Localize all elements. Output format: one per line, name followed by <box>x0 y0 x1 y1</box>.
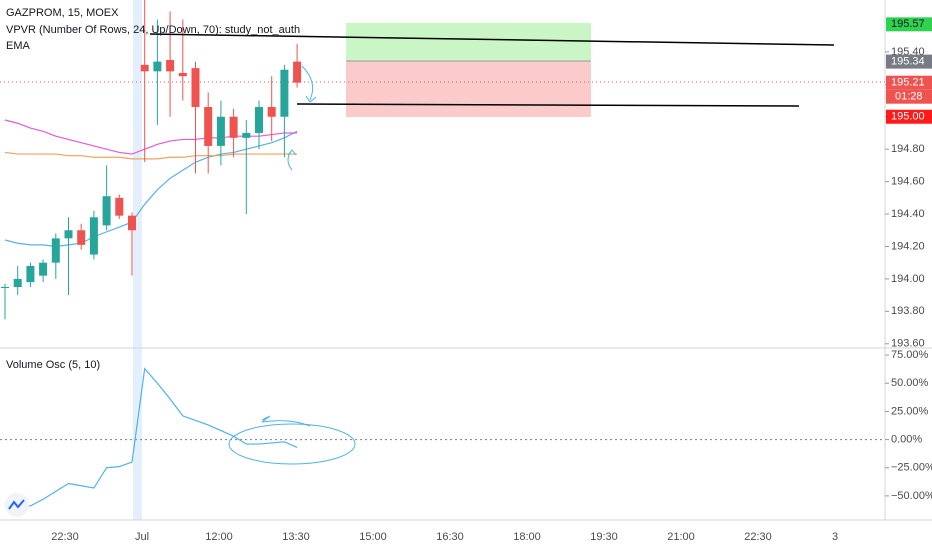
price-label-bg <box>886 109 932 124</box>
candle-body <box>191 68 200 108</box>
candle-body <box>39 262 48 276</box>
x-tick-label: 13:30 <box>282 531 310 543</box>
y-tick-label: 193.80 <box>891 305 925 317</box>
candle-body <box>128 215 136 231</box>
price-label: 195.21 <box>891 77 925 89</box>
price-label: 195.00 <box>891 111 925 123</box>
candle-body <box>13 278 22 288</box>
y-tick-label: 75.00% <box>891 349 929 361</box>
y-tick-label: 50.00% <box>891 377 929 389</box>
x-tick-label: Jul <box>135 531 149 543</box>
candle-body <box>51 238 60 263</box>
candle-body <box>140 64 149 72</box>
candle-body <box>293 61 302 83</box>
price-label-bg <box>886 75 932 90</box>
ema-line <box>4 130 298 248</box>
x-tick-label: 19:30 <box>590 531 618 543</box>
price-label: 195.34 <box>891 56 925 68</box>
candle-body <box>64 230 73 239</box>
logo-mark <box>8 499 25 510</box>
price-label-bg <box>886 17 932 32</box>
axes: 193.60 193.80 194.00 194.20 194.40 194.60 194.… <box>51 17 932 543</box>
stop-zone <box>346 61 591 117</box>
candle-body <box>267 107 276 117</box>
hand-arrow <box>261 415 311 427</box>
plot <box>0 0 885 507</box>
y-tick-label: 0.00% <box>891 433 922 445</box>
y-tick-label: 193.60 <box>891 338 925 350</box>
candle-body <box>229 116 238 138</box>
candle-body <box>153 61 162 72</box>
candle-body <box>26 265 35 283</box>
ema-line <box>4 119 298 155</box>
pane-title: Volume Osc (5, 10) <box>6 359 100 371</box>
x-tick-label: 18:00 <box>513 531 541 543</box>
ema-line <box>4 151 298 160</box>
indicator-label: VPVR (Number Of Rows, 24, Up/Down, 70): … <box>6 24 300 36</box>
hand-arrow <box>287 149 297 171</box>
countdown: 01:28 <box>895 91 923 103</box>
y-tick-label: 25.00% <box>891 405 929 417</box>
candle-body <box>115 197 124 216</box>
candle-body <box>280 69 289 117</box>
candle-body <box>204 107 213 146</box>
candle-body <box>255 107 263 133</box>
candle-body <box>1 287 9 289</box>
x-tick-label: 22:30 <box>744 531 772 543</box>
y-tick-label: 194.20 <box>891 240 925 252</box>
price-label-bg <box>886 54 932 69</box>
oscillator-line <box>5 367 298 507</box>
y-tick-label: 194.40 <box>891 208 925 220</box>
trend-line <box>296 103 800 107</box>
candle-body <box>166 59 175 72</box>
x-tick-label: 15:00 <box>359 531 387 543</box>
trend-line <box>149 33 835 46</box>
x-tick-label: 22:30 <box>51 531 79 543</box>
price-label: 195.57 <box>891 18 925 30</box>
chart-title: GAZPROM, 15, MOEX <box>6 7 119 19</box>
candle-body <box>242 132 251 138</box>
y-tick-label: 194.80 <box>891 143 925 155</box>
hand-arrow <box>301 65 317 103</box>
x-tick-label: 21:00 <box>667 531 695 543</box>
y-tick-label: −25.00% <box>891 462 932 474</box>
candle-body <box>102 196 111 226</box>
candle-body <box>216 116 225 146</box>
candle-body <box>89 217 98 255</box>
x-tick-label: 12:00 <box>205 531 233 543</box>
x-tick-label: 3 <box>832 531 838 543</box>
countdown-bg <box>886 89 932 104</box>
candle-body <box>178 72 187 77</box>
candle-body <box>77 230 86 245</box>
x-tick-label: 16:30 <box>436 531 464 543</box>
y-tick-label: 194.60 <box>891 176 925 188</box>
hand-circle <box>228 423 356 465</box>
y-tick-label: −50.00% <box>891 490 932 502</box>
y-tick-label: 194.00 <box>891 273 925 285</box>
target-zone <box>346 23 591 61</box>
session-break <box>133 0 142 520</box>
indicator-label: EMA <box>6 40 31 52</box>
